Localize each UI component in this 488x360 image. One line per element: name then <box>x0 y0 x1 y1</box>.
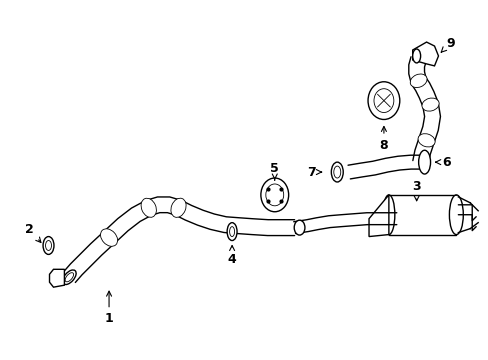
Ellipse shape <box>294 220 305 235</box>
Ellipse shape <box>373 89 393 113</box>
Ellipse shape <box>260 178 288 212</box>
PathPatch shape <box>293 213 396 234</box>
Ellipse shape <box>418 150 429 174</box>
Ellipse shape <box>409 74 426 87</box>
Text: 2: 2 <box>25 223 41 243</box>
Text: 3: 3 <box>411 180 420 201</box>
Text: 1: 1 <box>104 291 113 325</box>
Ellipse shape <box>171 198 186 217</box>
Polygon shape <box>412 42 438 66</box>
Text: 6: 6 <box>435 156 450 168</box>
PathPatch shape <box>347 155 420 179</box>
Ellipse shape <box>331 162 343 182</box>
Text: 7: 7 <box>306 166 321 179</box>
Text: 4: 4 <box>227 246 236 266</box>
PathPatch shape <box>63 197 294 283</box>
Ellipse shape <box>226 223 237 240</box>
Ellipse shape <box>448 195 462 235</box>
Ellipse shape <box>141 198 156 217</box>
Polygon shape <box>49 269 64 287</box>
Ellipse shape <box>421 98 438 111</box>
Ellipse shape <box>101 229 117 246</box>
Text: 5: 5 <box>270 162 279 180</box>
Ellipse shape <box>333 166 340 178</box>
Polygon shape <box>368 195 388 237</box>
PathPatch shape <box>408 57 440 164</box>
Text: 9: 9 <box>440 37 454 52</box>
Ellipse shape <box>367 82 399 120</box>
Ellipse shape <box>417 134 434 147</box>
Ellipse shape <box>45 240 51 251</box>
Ellipse shape <box>229 227 234 237</box>
Ellipse shape <box>43 237 54 255</box>
Ellipse shape <box>65 273 73 282</box>
Ellipse shape <box>62 270 76 284</box>
Text: 8: 8 <box>379 126 387 152</box>
FancyBboxPatch shape <box>388 195 455 235</box>
Ellipse shape <box>265 184 283 206</box>
Ellipse shape <box>412 49 420 63</box>
Ellipse shape <box>382 195 394 235</box>
